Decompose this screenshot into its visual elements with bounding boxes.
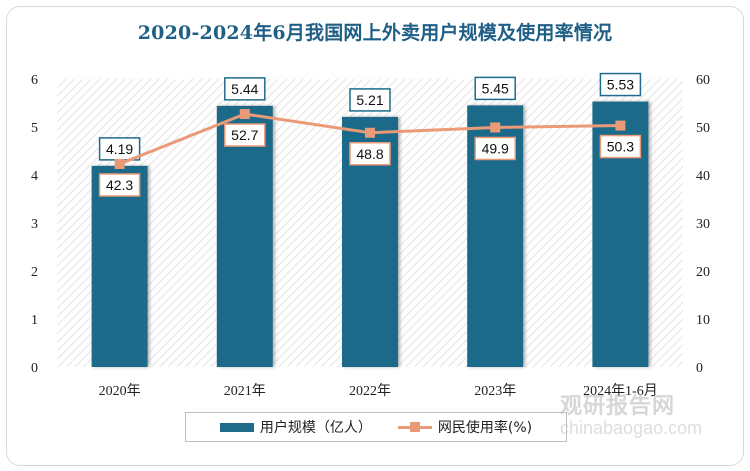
y-right-tick-2: 20 [696, 265, 710, 280]
y-left-tick-1: 1 [31, 313, 38, 328]
y-left-tick-6: 6 [31, 73, 38, 88]
line-point-4 [615, 120, 626, 131]
chart-title: 2020-2024年6月我国网上外卖用户规模及使用率情况 [137, 22, 613, 44]
watermark-logo: 观研报告网 chinabaogao.com [560, 388, 745, 448]
y-right-tick-1: 10 [696, 313, 710, 328]
line-label-box-2 [349, 142, 391, 166]
legend-item-bar: 用户规模（亿人） [219, 417, 372, 437]
y-left-tick-5: 5 [31, 121, 38, 136]
line-label-1: 52.7 [231, 127, 258, 143]
line-label-3: 49.9 [482, 140, 509, 156]
x-tick-4: 2024年1-6月 [583, 383, 658, 399]
line-label-box-0 [98, 173, 141, 197]
line-point-3 [490, 122, 501, 133]
legend-item-line: 网民使用率(%) [397, 417, 533, 437]
x-tick-2: 2022年 [349, 383, 391, 399]
bar-label-3: 5.45 [482, 80, 509, 96]
bar-label-0: 4.19 [106, 141, 133, 157]
legend-line-swatch [397, 421, 432, 433]
line-label-0: 42.3 [106, 177, 133, 193]
line-label-4: 50.3 [607, 139, 634, 155]
bar-label-box-2 [349, 88, 391, 112]
line-label-box-4 [599, 134, 642, 159]
y-right-tick-6: 60 [696, 73, 710, 88]
y-right-tick-4: 40 [696, 169, 710, 184]
y-left-tick-3: 3 [31, 217, 38, 232]
legend-bar-label: 用户规模（亿人） [259, 420, 372, 436]
y-left-tick-4: 4 [31, 169, 38, 184]
watermark-cn: 观研报告网 [560, 394, 676, 419]
y-left-tick-2: 2 [31, 265, 38, 280]
legend-line-label: 网民使用率(%) [437, 420, 533, 436]
x-tick-0: 2020年 [99, 383, 141, 399]
legend: 用户规模（亿人） 网民使用率(%) [185, 412, 567, 442]
bar-label-2: 5.21 [356, 92, 383, 108]
bar-label-box-3 [474, 76, 516, 101]
legend-bar-swatch [219, 422, 254, 432]
bar-label-4: 5.53 [607, 77, 634, 93]
y-right-tick-5: 50 [696, 121, 710, 136]
line-label-box-3 [474, 136, 516, 161]
x-tick-3: 2023年 [474, 383, 516, 399]
line-label-box-1 [224, 123, 266, 147]
bar-1 [216, 105, 273, 367]
line-point-1 [239, 109, 250, 120]
bar-label-box-1 [224, 77, 266, 101]
x-tick-1: 2021年 [224, 383, 266, 399]
line-point-2 [365, 127, 375, 138]
y-left-tick-0: 0 [31, 361, 38, 376]
y-right-tick-0: 0 [696, 361, 703, 376]
line-label-2: 48.8 [356, 146, 383, 162]
y-right-tick-3: 30 [696, 217, 710, 232]
bar-label-1: 5.44 [231, 81, 258, 97]
line-point-0 [114, 158, 125, 169]
watermark-en: chinabaogao.com [560, 418, 703, 438]
bar-label-box-4 [599, 72, 642, 97]
bar-0 [91, 165, 148, 367]
